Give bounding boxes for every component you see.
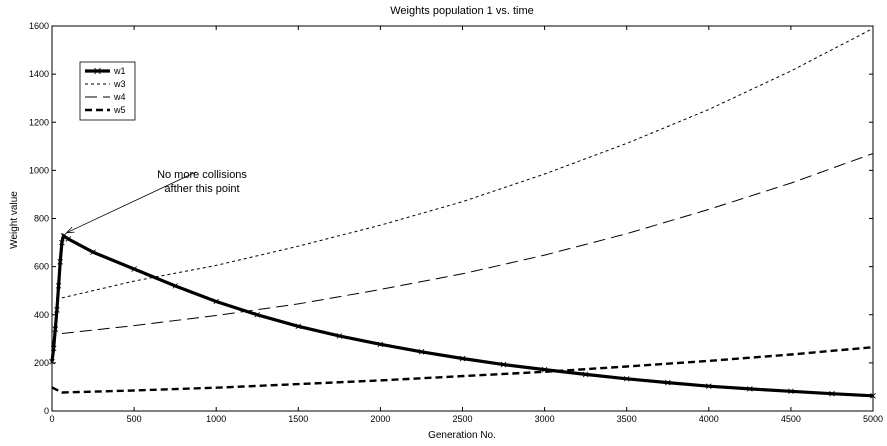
series-w1-point [623, 375, 630, 382]
series-w3-line [61, 27, 874, 299]
series-w1-point [54, 307, 60, 313]
y-tick-label: 1000 [29, 165, 49, 175]
series-w1-point [459, 355, 466, 362]
series-w1-point [829, 390, 835, 397]
series-w1-point [295, 323, 302, 330]
chart-title: Weights population 1 vs. time [390, 5, 533, 17]
x-tick-label: 2500 [452, 414, 472, 424]
legend-label-w3: w3 [113, 79, 126, 89]
series-w1-point [254, 311, 261, 318]
x-tick-label: 4000 [699, 414, 719, 424]
series-w1-point [213, 298, 219, 305]
x-tick-label: 2000 [370, 414, 390, 424]
series-w1-point [870, 393, 876, 399]
series-w1-point [172, 283, 178, 289]
y-tick-label: 200 [34, 358, 49, 368]
series-w5-line [51, 346, 874, 394]
y-tick-label: 400 [34, 310, 49, 320]
y-tick-label: 0 [44, 406, 49, 416]
series-w1-point [59, 239, 65, 246]
annotation: No more collisions afther this point [65, 169, 247, 234]
y-tick-label: 1400 [29, 69, 49, 79]
y-tick-label: 600 [34, 262, 49, 272]
legend-label-w5: w5 [113, 105, 126, 115]
x-tick-label: 500 [127, 414, 142, 424]
series-w4-line [61, 153, 874, 334]
annotation-arrow-head [65, 226, 75, 234]
series-w1-point [60, 233, 67, 239]
x-tick-label: 3500 [617, 414, 637, 424]
x-tick-label: 1000 [206, 414, 226, 424]
series-w1-point [90, 249, 96, 255]
annotation-arrow-line [66, 171, 197, 234]
series-w1-point [65, 236, 72, 242]
series-w1-point [52, 326, 59, 332]
series-w1-point [706, 383, 712, 389]
legend-marker-w1 [94, 67, 101, 75]
series-w1-point [377, 341, 384, 348]
x-tick-label: 5000 [863, 414, 883, 424]
series-w1-point [131, 266, 137, 272]
plot-frame [51, 25, 874, 412]
annotation-text-line: No more collisions [157, 169, 247, 181]
series-w1-point [500, 361, 507, 368]
y-axis-title: Weight value [9, 191, 20, 249]
series-w1-point [418, 349, 425, 355]
series-w1-point [664, 379, 671, 386]
x-tick-label: 0 [49, 414, 54, 424]
x-axis-title: Generation No. [428, 430, 496, 441]
y-tick-label: 1200 [29, 117, 49, 127]
series-w1-line [50, 233, 874, 398]
plot-area: 0 500 1000 1500 2000 2500 3000 3500 4000 4500 5000… [29, 21, 883, 424]
series-w1-point [50, 345, 57, 352]
y-tick-label: 1600 [29, 21, 49, 31]
legend: w1 w3 w4 w5 [79, 61, 136, 121]
series-w1-point [747, 386, 753, 392]
series-w1-point [49, 358, 55, 365]
legend-label-w4: w4 [113, 92, 126, 102]
series-w1-point [57, 259, 63, 265]
series-w1-point [336, 333, 343, 339]
x-tick-label: 3000 [535, 414, 555, 424]
x-tick-label: 4500 [781, 414, 801, 424]
series-w1-point [55, 283, 62, 289]
legend-label-w1: w1 [113, 66, 126, 76]
y-tick-label: 800 [34, 214, 49, 224]
annotation-text-line: afther this point [164, 183, 239, 195]
series-w1-point [788, 388, 794, 395]
series-w1-point [582, 371, 589, 378]
x-tick-label: 1500 [288, 414, 308, 424]
